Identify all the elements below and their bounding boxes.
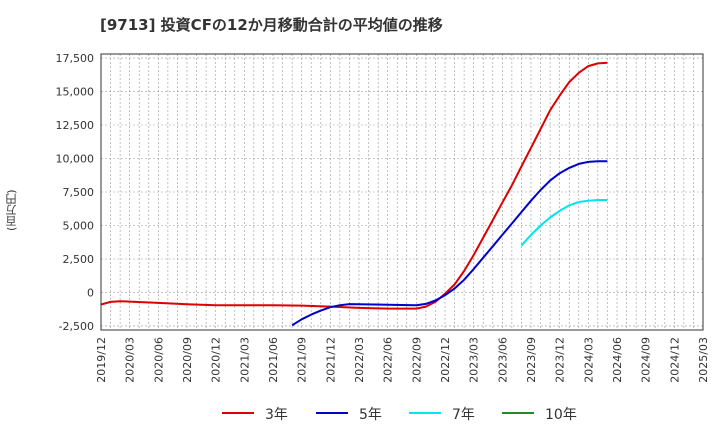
series-line bbox=[291, 160, 608, 327]
legend-label: 10年 bbox=[545, 407, 577, 423]
legend-label: 5年 bbox=[359, 407, 382, 423]
plot-frame bbox=[100, 53, 704, 331]
legend: 3年 5年 7年 10年 bbox=[222, 407, 577, 423]
x-tick-label: 2024/09 bbox=[640, 337, 653, 383]
y-tick-label: -2,500 bbox=[59, 320, 94, 333]
x-tick-label: 2023/09 bbox=[525, 337, 538, 383]
y-axis-ticks: -2,500 0 2,500 5,000 7,500 10,000 12,500 15,000… bbox=[56, 52, 95, 333]
x-tick-label: 2021/03 bbox=[238, 337, 251, 383]
y-tick-label: 0 bbox=[87, 286, 94, 299]
x-tick-label: 2022/09 bbox=[410, 337, 423, 383]
legend-label: 3年 bbox=[265, 407, 288, 423]
x-tick-label: 2023/06 bbox=[496, 337, 509, 383]
series-line bbox=[520, 199, 608, 247]
x-tick-label: 2023/12 bbox=[554, 337, 567, 383]
grid-lines bbox=[101, 54, 703, 330]
x-tick-label: 2021/12 bbox=[324, 337, 337, 383]
x-tick-label: 2022/03 bbox=[353, 337, 366, 383]
x-tick-label: 2020/12 bbox=[210, 337, 223, 383]
x-tick-label: 2023/03 bbox=[468, 337, 481, 383]
x-tick-label: 2024/06 bbox=[611, 337, 624, 383]
series-line bbox=[100, 61, 608, 310]
series-lines bbox=[100, 61, 608, 327]
x-tick-label: 2020/09 bbox=[181, 337, 194, 383]
x-tick-label: 2024/03 bbox=[582, 337, 595, 383]
x-tick-label: 2020/06 bbox=[152, 337, 165, 383]
x-tick-label: 2019/12 bbox=[95, 337, 108, 383]
y-tick-label: 12,500 bbox=[56, 119, 95, 132]
x-axis-ticks: 2019/12 2020/03 2020/06 2020/09 2020/12 2021/… bbox=[95, 337, 710, 383]
x-tick-label: 2022/12 bbox=[439, 337, 452, 383]
x-tick-label: 2021/09 bbox=[296, 337, 309, 383]
chart-title: [9713] 投資CFの12か月移動合計の平均値の推移 bbox=[100, 16, 443, 34]
x-tick-label: 2021/06 bbox=[267, 337, 280, 383]
y-tick-label: 17,500 bbox=[56, 52, 95, 65]
x-tick-label: 2022/06 bbox=[382, 337, 395, 383]
legend-label: 7年 bbox=[452, 407, 475, 423]
x-tick-label: 2024/12 bbox=[668, 337, 681, 383]
y-tick-label: 10,000 bbox=[56, 153, 95, 166]
y-tick-label: 2,500 bbox=[63, 253, 95, 266]
x-tick-label: 2025/03 bbox=[697, 337, 710, 383]
y-tick-label: 15,000 bbox=[56, 86, 95, 99]
y-tick-label: 5,000 bbox=[63, 219, 95, 232]
x-tick-label: 2020/03 bbox=[124, 337, 137, 383]
y-tick-label: 7,500 bbox=[63, 186, 95, 199]
